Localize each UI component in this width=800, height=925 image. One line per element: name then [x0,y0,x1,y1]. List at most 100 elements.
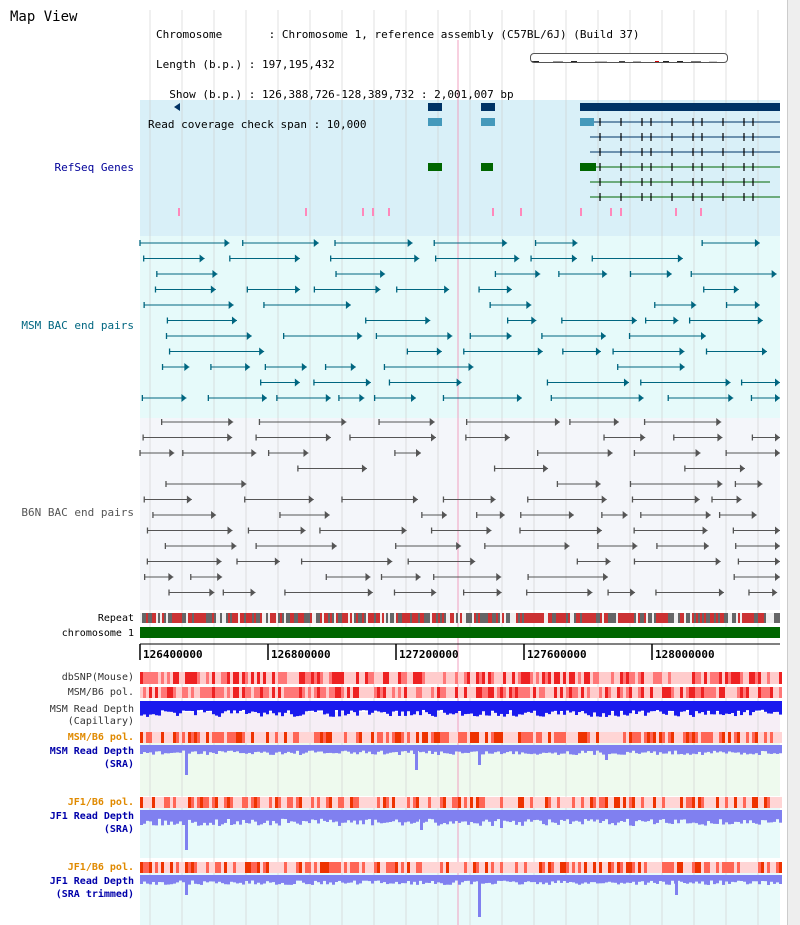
msm-sra-depth-bar [179,745,182,753]
jf1-sra-depth-bar [428,810,431,819]
msm-capillary-depth-bar [257,701,260,714]
jf1-sra-depth-bar [416,810,419,822]
msm-sra-depth-bar [233,745,236,753]
jf1-b6-pol-strip-2 [779,862,782,873]
jf1-b6-pol-strip-2 [740,862,743,873]
jf1-b6-pol-strip-2 [356,862,359,873]
msm-capillary-depth-bar [140,701,143,716]
jf1-b6-pol-strip-2 [158,862,161,873]
dbsnp-strip [377,672,380,684]
jf1-trimmed-depth-bar [182,875,185,883]
b6n-bac-pair [703,542,709,550]
jf1-sra-depth-bar [752,810,755,823]
track-label-jf1-depth-trimmed[interactable]: JF1 Read Depth [49,876,134,887]
msm-capillary-depth-bar [656,701,659,711]
jf1-b6-pol-strip-2 [494,862,497,873]
dbsnp-strip [641,672,644,684]
jf1-trimmed-depth-bar [464,875,467,881]
msm-b6-pol-strip [314,687,317,698]
jf1-trimmed-depth-bar [194,875,197,884]
track-label-dbsnp[interactable]: dbSNP(Mouse) [61,672,134,683]
jf1-b6-pol-strip [581,797,584,808]
jf1-sra-depth-bar [524,810,527,822]
chromosome-bar [140,627,780,638]
jf1-b6-pol-strip [182,797,185,808]
track-label-refseq[interactable]: RefSeq Genes [54,161,134,174]
msm-sra-depth-bar [611,745,614,754]
jf1-b6-pol-strip [431,797,434,808]
msm-bac-pair [184,363,190,371]
track-label-msm-depth-sra[interactable]: MSM Read Depth [49,746,134,757]
msm-capillary-depth-bar [236,701,239,714]
msm-capillary-depth-bar [182,701,185,711]
msm-bac-pair [295,285,301,294]
msm-capillary-depth-bar [431,701,434,716]
msm-b6-pol-strip-2 [218,732,221,743]
repeat-segment [538,613,540,623]
dbsnp-strip [470,672,473,684]
track-label-msm-b6-pol-2[interactable]: MSM/B6 pol. [67,732,134,743]
jf1-sra-depth-bar [407,810,410,822]
msm-b6-pol-strip [491,687,494,698]
track-label-repeat[interactable]: Repeat [97,613,134,624]
repeat-segment [540,613,542,623]
jf1-sra-depth-bar [638,810,641,821]
msm-b6-pol-strip [365,687,368,698]
jf1-b6-pol-strip-2 [569,862,572,873]
jf1-trimmed-depth-bar [410,875,413,885]
msm-sra-depth-bar [308,745,311,751]
dbsnp-strip [779,672,782,684]
msm-sra-depth-bar [275,745,278,753]
jf1-trimmed-depth-bar [518,875,521,885]
jf1-sra-depth-bar [230,810,233,826]
msm-b6-pol-strip-2 [539,732,542,743]
jf1-b6-pol-strip-2 [617,862,620,873]
track-label-msm-bac[interactable]: MSM BAC end pairs [21,319,134,332]
jf1-b6-pol-strip [701,797,704,808]
jf1-b6-pol-strip [320,797,323,808]
repeat-segment [632,613,634,623]
repeat-segment [606,613,608,623]
msm-b6-pol-strip-2 [650,732,653,743]
jf1-trimmed-depth-bar [359,875,362,884]
track-label-jf1-b6-pol-2[interactable]: JF1/B6 pol. [67,862,134,873]
msm-bac-pair [313,239,319,247]
jf1-trimmed-depth-bar [188,875,191,885]
chromosome-ideogram[interactable] [530,53,728,63]
jf1-sra-depth-bar [296,810,299,824]
jf1-trimmed-depth-bar [248,875,251,884]
msm-b6-pol-strip [740,687,743,698]
msm-b6-pol-strip-2 [617,732,620,743]
jf1-b6-pol-strip-2 [659,862,662,873]
b6n-bac-pair [211,511,217,519]
msm-sra-depth-bar [557,745,560,755]
msm-capillary-depth-bar [239,701,242,711]
jf1-sra-depth-bar [623,810,626,822]
msm-sra-depth-bar [296,745,299,751]
jf1-b6-pol-strip [773,797,776,808]
track-label-b6n-bac[interactable]: B6N BAC end pairs [21,506,134,519]
msm-b6-pol-strip [632,687,635,698]
track-label-msm-depth-capillary[interactable]: MSM Read Depth [49,704,134,715]
track-label-jf1-b6-pol[interactable]: JF1/B6 pol. [67,797,134,808]
jf1-b6-pol-strip-2 [716,862,719,873]
vertical-scrollbar[interactable] [787,0,800,925]
dbsnp-strip [212,672,215,684]
jf1-trimmed-depth-bar [494,875,497,884]
dbsnp-strip [536,672,539,684]
dbsnp-strip [452,672,455,684]
jf1-b6-pol-strip [233,797,236,808]
repeat-segment [520,613,522,623]
dbsnp-strip [287,672,290,684]
msm-b6-pol-strip [215,687,218,698]
dbsnp-strip [713,672,716,684]
track-label-chromosome[interactable]: chromosome 1 [61,628,134,639]
repeat-segment [342,613,344,623]
track-label-jf1-depth-sra[interactable]: JF1 Read Depth [49,811,134,822]
msm-capillary-depth-bar [233,701,236,711]
jf1-trimmed-depth-bar [251,875,254,881]
track-label-msm-b6-pol[interactable]: MSM/B6 pol. [67,687,134,698]
jf1-trimmed-depth-bar [629,875,632,883]
jf1-sra-depth-bar [587,810,590,821]
jf1-b6-pol-strip-2 [269,862,272,873]
